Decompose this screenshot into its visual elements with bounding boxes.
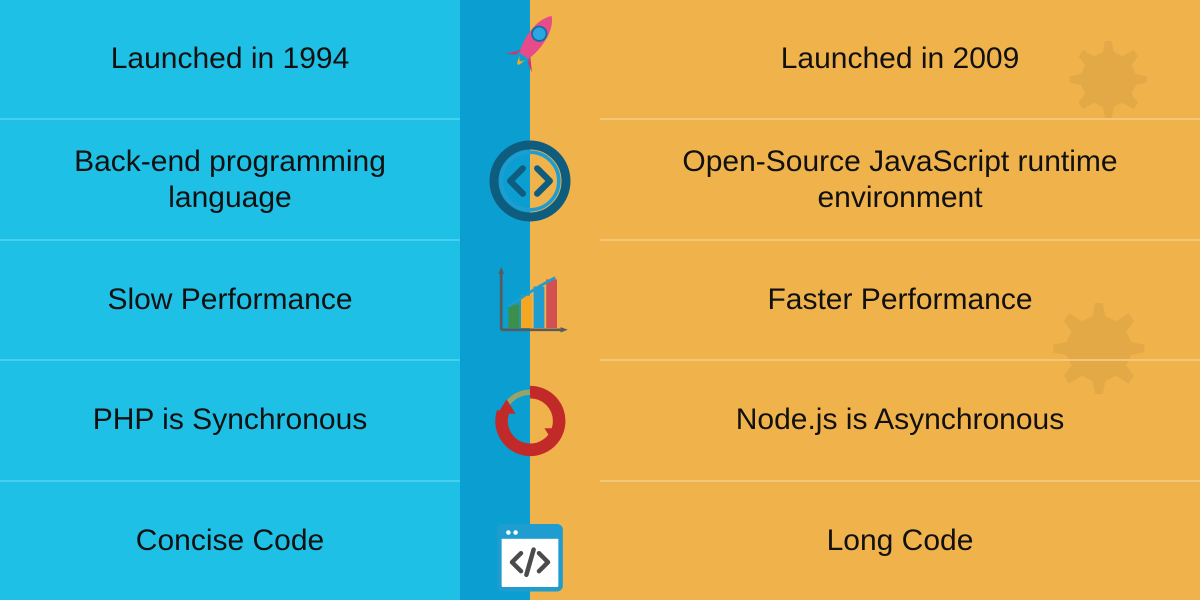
code-circle-icon [460,122,600,242]
left-row: Slow Performance [0,241,460,361]
center-icon-strip [460,0,600,600]
left-row: Launched in 1994 [0,0,460,120]
bar-chart-icon [460,241,600,361]
left-text: Back-end programming language [18,144,442,216]
right-text: Open-Source JavaScript runtime environme… [618,144,1182,216]
right-text: Faster Performance [767,282,1032,318]
right-text: Launched in 2009 [781,41,1020,77]
right-row: Faster Performance [600,241,1200,361]
right-row: Long Code [600,482,1200,600]
left-row: Back-end programming language [0,120,460,240]
right-row: Open-Source JavaScript runtime environme… [600,120,1200,240]
right-text: Node.js is Asynchronous [736,402,1065,438]
right-column: Launched in 2009 Open-Source JavaScript … [600,0,1200,600]
right-row: Node.js is Asynchronous [600,361,1200,481]
left-text: PHP is Synchronous [93,402,368,438]
right-row: Launched in 2009 [600,0,1200,120]
left-text: Concise Code [136,523,324,559]
left-row: Concise Code [0,482,460,600]
comparison-infographic: Launched in 1994 Back-end programming la… [0,0,1200,600]
left-text: Slow Performance [107,282,352,318]
code-window-icon [460,480,600,600]
left-column: Launched in 1994 Back-end programming la… [0,0,460,600]
rocket-icon [460,0,600,122]
right-text: Long Code [827,523,974,559]
left-text: Launched in 1994 [111,41,350,77]
left-row: PHP is Synchronous [0,361,460,481]
cycle-arrows-icon [460,361,600,481]
